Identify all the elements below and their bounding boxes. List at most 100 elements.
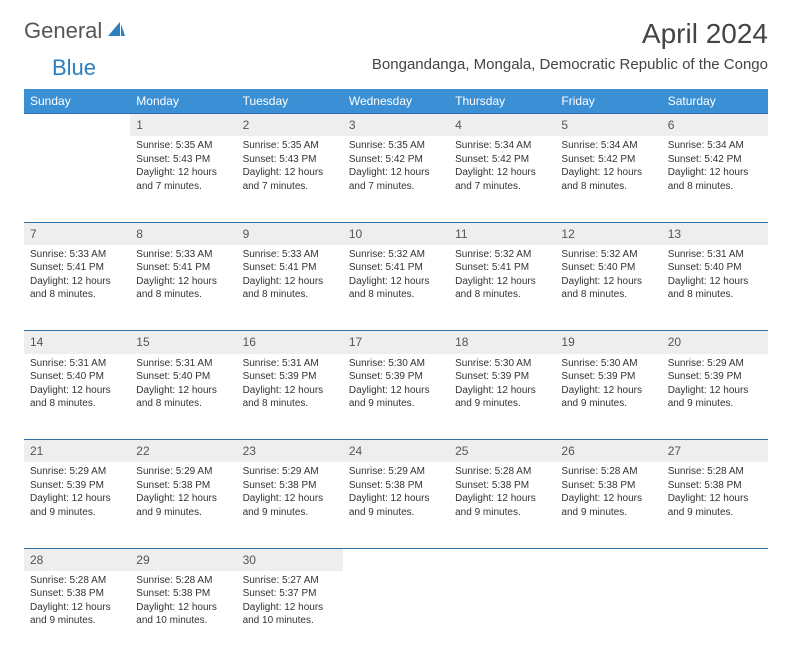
day-ss: Sunset: 5:38 PM <box>349 479 443 493</box>
day-d2: and 7 minutes. <box>455 180 549 194</box>
day-sr: Sunrise: 5:33 AM <box>30 248 124 262</box>
day-d2: and 7 minutes. <box>136 180 230 194</box>
content-row: Sunrise: 5:35 AMSunset: 5:43 PMDaylight:… <box>24 136 768 222</box>
day-sr: Sunrise: 5:28 AM <box>455 465 549 479</box>
day-sr: Sunrise: 5:29 AM <box>136 465 230 479</box>
day-number-cell: 22 <box>130 440 236 463</box>
day-sr: Sunrise: 5:29 AM <box>30 465 124 479</box>
day-d2: and 8 minutes. <box>455 288 549 302</box>
weekday-header: Friday <box>555 89 661 114</box>
day-d1: Daylight: 12 hours <box>243 384 337 398</box>
day-content-cell: Sunrise: 5:28 AMSunset: 5:38 PMDaylight:… <box>24 571 130 657</box>
day-d2: and 10 minutes. <box>136 614 230 628</box>
day-sr: Sunrise: 5:31 AM <box>668 248 762 262</box>
day-number-cell <box>24 114 130 137</box>
day-number-cell: 1 <box>130 114 236 137</box>
weekday-header: Sunday <box>24 89 130 114</box>
day-d1: Daylight: 12 hours <box>561 384 655 398</box>
day-ss: Sunset: 5:42 PM <box>349 153 443 167</box>
day-d1: Daylight: 12 hours <box>136 384 230 398</box>
daynum-row: 123 4 56 <box>24 114 768 137</box>
content-row: Sunrise: 5:29 AMSunset: 5:39 PMDaylight:… <box>24 462 768 548</box>
day-d2: and 9 minutes. <box>668 506 762 520</box>
day-sr: Sunrise: 5:32 AM <box>561 248 655 262</box>
day-ss: Sunset: 5:38 PM <box>30 587 124 601</box>
day-d2: and 8 minutes. <box>561 180 655 194</box>
day-content-cell: Sunrise: 5:33 AMSunset: 5:41 PMDaylight:… <box>237 245 343 331</box>
daynum-row: 282930 <box>24 548 768 571</box>
day-number-cell: 9 <box>237 222 343 245</box>
day-d1: Daylight: 12 hours <box>349 275 443 289</box>
day-sr: Sunrise: 5:28 AM <box>561 465 655 479</box>
day-number-cell: 17 <box>343 331 449 354</box>
day-number-cell: 2 <box>237 114 343 137</box>
logo: General <box>24 18 128 44</box>
day-content-cell: Sunrise: 5:34 AMSunset: 5:42 PMDaylight:… <box>662 136 768 222</box>
day-content-cell: Sunrise: 5:31 AMSunset: 5:40 PMDaylight:… <box>662 245 768 331</box>
day-sr: Sunrise: 5:34 AM <box>561 139 655 153</box>
day-content-cell: Sunrise: 5:31 AMSunset: 5:39 PMDaylight:… <box>237 354 343 440</box>
day-number: 6 <box>668 118 675 132</box>
day-number-cell <box>449 548 555 571</box>
day-sr: Sunrise: 5:31 AM <box>30 357 124 371</box>
day-ss: Sunset: 5:41 PM <box>349 261 443 275</box>
title-block: April 2024 Bongandanga, Mongala, Democra… <box>372 18 768 73</box>
day-number: 29 <box>136 553 149 567</box>
day-ss: Sunset: 5:39 PM <box>561 370 655 384</box>
day-d2: and 9 minutes. <box>30 614 124 628</box>
content-row: Sunrise: 5:31 AMSunset: 5:40 PMDaylight:… <box>24 354 768 440</box>
day-number: 18 <box>455 335 468 349</box>
day-content-cell <box>24 136 130 222</box>
day-d2: and 9 minutes. <box>455 506 549 520</box>
day-number: 7 <box>30 227 37 241</box>
day-sr: Sunrise: 5:34 AM <box>455 139 549 153</box>
day-sr: Sunrise: 5:34 AM <box>668 139 762 153</box>
day-number: 15 <box>136 335 149 349</box>
weekday-header-row: Sunday Monday Tuesday Wednesday Thursday… <box>24 89 768 114</box>
day-number: 17 <box>349 335 362 349</box>
day-number-cell: 24 <box>343 440 449 463</box>
day-number: 4 <box>455 118 462 132</box>
day-number: 3 <box>349 118 356 132</box>
day-ss: Sunset: 5:38 PM <box>668 479 762 493</box>
day-sr: Sunrise: 5:31 AM <box>243 357 337 371</box>
weekday-header: Saturday <box>662 89 768 114</box>
weekday-header: Monday <box>130 89 236 114</box>
day-ss: Sunset: 5:39 PM <box>243 370 337 384</box>
day-ss: Sunset: 5:41 PM <box>455 261 549 275</box>
day-content-cell <box>555 571 661 657</box>
day-d2: and 7 minutes. <box>349 180 443 194</box>
day-content-cell: Sunrise: 5:29 AMSunset: 5:38 PMDaylight:… <box>130 462 236 548</box>
day-number: 28 <box>30 553 43 567</box>
day-content-cell <box>343 571 449 657</box>
day-d2: and 7 minutes. <box>243 180 337 194</box>
day-d1: Daylight: 12 hours <box>561 275 655 289</box>
day-d1: Daylight: 12 hours <box>349 492 443 506</box>
day-sr: Sunrise: 5:29 AM <box>243 465 337 479</box>
day-content-cell: Sunrise: 5:28 AMSunset: 5:38 PMDaylight:… <box>555 462 661 548</box>
day-ss: Sunset: 5:40 PM <box>30 370 124 384</box>
day-content-cell <box>449 571 555 657</box>
day-d2: and 10 minutes. <box>243 614 337 628</box>
day-sr: Sunrise: 5:31 AM <box>136 357 230 371</box>
day-number: 21 <box>30 444 43 458</box>
day-d2: and 9 minutes. <box>243 506 337 520</box>
day-number-cell: 20 <box>662 331 768 354</box>
day-d2: and 9 minutes. <box>136 506 230 520</box>
day-content-cell: Sunrise: 5:32 AMSunset: 5:41 PMDaylight:… <box>449 245 555 331</box>
day-content-cell: Sunrise: 5:29 AMSunset: 5:39 PMDaylight:… <box>24 462 130 548</box>
day-content-cell: Sunrise: 5:35 AMSunset: 5:43 PMDaylight:… <box>237 136 343 222</box>
day-content-cell: Sunrise: 5:30 AMSunset: 5:39 PMDaylight:… <box>555 354 661 440</box>
day-number-cell: 16 <box>237 331 343 354</box>
location-text: Bongandanga, Mongala, Democratic Republi… <box>372 56 768 73</box>
day-content-cell: Sunrise: 5:32 AMSunset: 5:41 PMDaylight:… <box>343 245 449 331</box>
day-sr: Sunrise: 5:30 AM <box>349 357 443 371</box>
day-ss: Sunset: 5:41 PM <box>30 261 124 275</box>
day-ss: Sunset: 5:40 PM <box>136 370 230 384</box>
day-content-cell: Sunrise: 5:32 AMSunset: 5:40 PMDaylight:… <box>555 245 661 331</box>
day-content-cell: Sunrise: 5:29 AMSunset: 5:38 PMDaylight:… <box>237 462 343 548</box>
day-number-cell: 5 <box>555 114 661 137</box>
day-ss: Sunset: 5:42 PM <box>561 153 655 167</box>
day-d1: Daylight: 12 hours <box>136 601 230 615</box>
day-sr: Sunrise: 5:29 AM <box>668 357 762 371</box>
